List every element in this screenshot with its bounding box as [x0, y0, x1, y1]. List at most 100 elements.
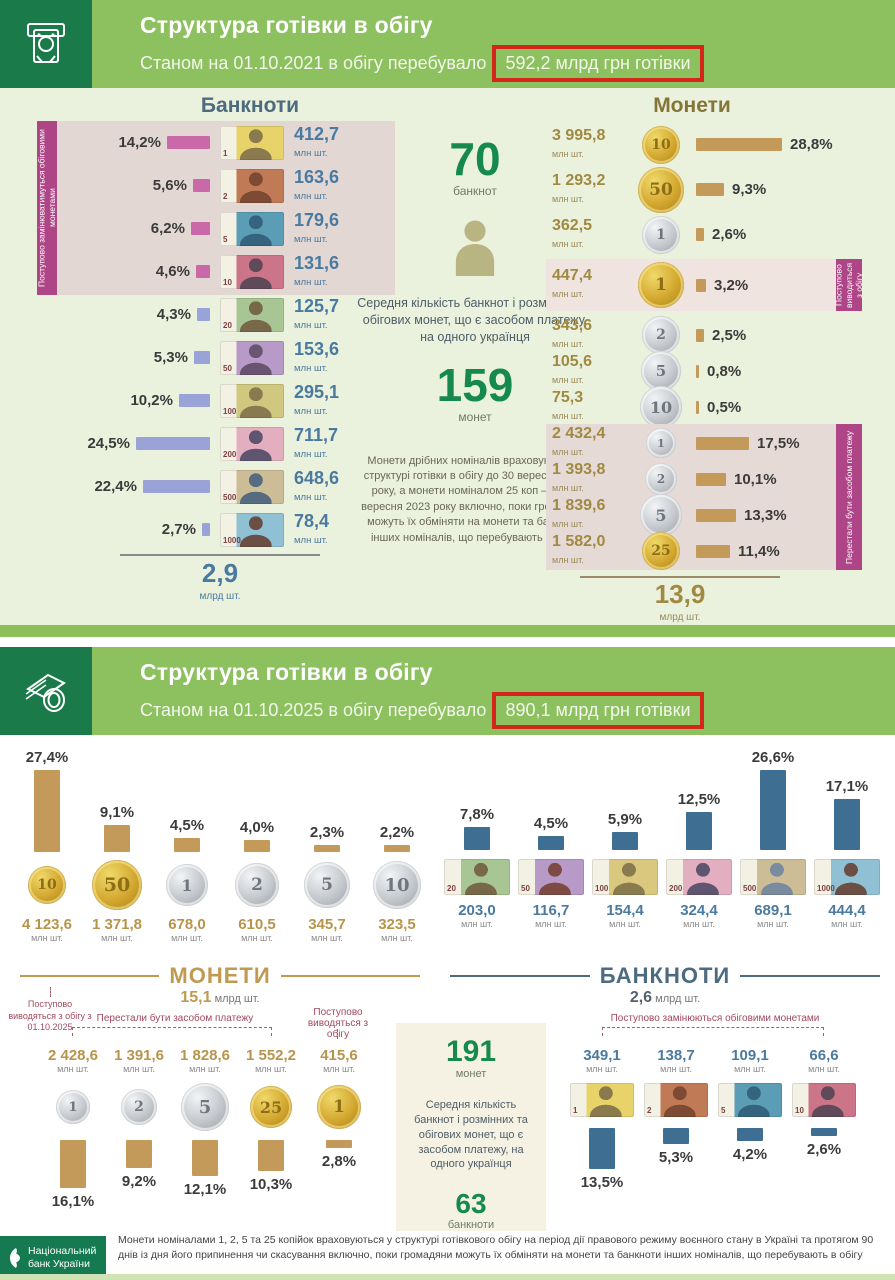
coin-row: 1 839,6 млн шт. 5 13,3% — [552, 494, 836, 536]
withdrawing-label: Поступово виводиться з обігу — [834, 259, 864, 311]
nbu-logo-footer: Національний банк України — [0, 1236, 106, 1280]
bar — [194, 351, 210, 364]
subtitle-2021: Станом на 01.10.2021 в обігу перебувало … — [140, 45, 704, 82]
coin-column: 2 428,6 млн шт. 1 16,1% — [47, 1047, 99, 1210]
bar — [696, 508, 736, 522]
coin-icon: 25 — [642, 532, 680, 570]
coin-icon: 1 — [56, 1090, 90, 1124]
subtitle-2025: Станом на 01.10.2025 в обігу перебувало … — [140, 692, 704, 729]
section-2021: Банкноти Поступово замінюватимуться обіг… — [0, 88, 895, 708]
bar — [696, 544, 730, 558]
bar — [696, 400, 699, 414]
banknote-row: 4,6% 10 131,6 млн шт. — [155, 252, 340, 289]
bar — [34, 770, 60, 852]
coin-icon: 10 — [642, 125, 680, 164]
coin-row: 447,4 млн шт. 1 3,2% — [552, 262, 836, 308]
banknote-column: 17,1% 1000 444,4 млн шт. — [810, 778, 884, 929]
coin-icon: 10 — [28, 866, 66, 904]
coin-row: 362,5 млн шт. 1 2,6% — [552, 212, 844, 257]
banknote-row: 14,2% 1 412,7 млн шт. — [118, 123, 340, 160]
highlighted-amount-2021: 592,2 млрд грн готівки — [492, 45, 704, 82]
bar — [143, 480, 210, 493]
bar — [760, 770, 786, 850]
coin-rows-b: 343,6 млн шт. 2 2,5% 105,6 млн шт. 5 0,8% — [552, 316, 844, 428]
banknote-row: 4,3% 20 125,7 млн шт. — [156, 295, 340, 332]
banknote-rows-replace: 14,2% 1 412,7 млн шт. 5,6% 2 163,6 млн шт.… — [62, 121, 396, 293]
banknote-icon: 50 — [518, 859, 584, 895]
banknote-column: 5,9% 100 154,4 млн шт. — [588, 811, 662, 929]
bar — [696, 436, 749, 450]
coin-icon: 10 — [640, 386, 682, 428]
banknote-row: 5,6% 2 163,6 млн шт. — [152, 166, 340, 203]
coin-row: 343,6 млн шт. 2 2,5% — [552, 316, 844, 354]
coins-title: Монети — [653, 94, 731, 117]
coin-icon: 1 — [638, 262, 684, 308]
replace-banknotes-label: Поступово замінюються обіговими монетами — [610, 1013, 820, 1024]
coins-2025-title: МОНЕТИ — [20, 963, 421, 989]
banknote-row: 6,2% 5 179,6 млн шт. — [150, 209, 340, 246]
banknotes-2025-title: БАНКНОТИ — [450, 963, 880, 989]
banknotes-2025-bottom: 349,1 млн шт. 1 13,5% 138,7 млн шт. 2 5,… — [565, 1043, 861, 1195]
bar — [811, 1128, 837, 1136]
ceased-coins-box: 2 432,4 млн шт. 1 17,5% 1 393,8 млн шт. 2 … — [546, 424, 862, 570]
banknote-column: 109,1 млн шт. 5 4,2% — [713, 1043, 787, 1167]
banknote-icon: 100 — [592, 859, 658, 895]
bar — [696, 328, 704, 342]
withdrawing-coin-box: 447,4 млн шт. 1 3,2% Поступово виводиться… — [546, 259, 864, 311]
replace-group-box: Поступово замінюватимуться обіговими мон… — [36, 121, 395, 295]
bar — [314, 845, 340, 852]
coin-icon: 1 — [317, 1085, 361, 1129]
bar — [686, 812, 712, 850]
banknotes-2025-top: 7,8% 20 203,0 млн шт. 4,5% 50 116,7 млн … — [440, 749, 888, 929]
banknote-column: 12,5% 200 324,4 млн шт. — [662, 791, 736, 929]
banknote-column: 26,6% 500 689,1 млн шт. — [736, 749, 810, 929]
nbu-emblem-icon — [10, 1248, 20, 1268]
bar — [60, 1140, 86, 1188]
banknote-icon: 10 — [792, 1083, 856, 1117]
bar — [193, 179, 210, 192]
banknote-column: 7,8% 20 203,0 млн шт. — [440, 806, 514, 929]
coin-icon: 2 — [642, 316, 680, 354]
section-2025: 27,4% 10 4 123,6 млн шт. 9,1% 50 1 371,8… — [0, 735, 895, 1274]
bar — [696, 228, 704, 241]
bar — [258, 1140, 284, 1171]
coin-icon: 50 — [638, 166, 684, 213]
banknotes-per-capita-2025: 63 — [455, 1188, 487, 1220]
small-coins-note-2021: Монети дрібних номіналів враховуються у … — [361, 454, 589, 544]
coin-row: 1 582,0 млн шт. 25 11,4% — [552, 532, 836, 570]
banknote-row: 10,2% 100 295,1 млн шт. — [130, 381, 340, 418]
coin-column: 2,3% 5 345,7 млн шт. — [292, 824, 362, 943]
coins-total-2021: 13,9 млрд шт. — [580, 576, 780, 625]
header-2025: Структура готівки в обігу Станом на 01.1… — [0, 647, 895, 735]
coin-icon: 50 — [92, 860, 142, 910]
bar — [589, 1128, 615, 1169]
bar — [179, 394, 210, 407]
banknote-column: 349,1 млн шт. 1 13,5% — [565, 1043, 639, 1195]
banknote-icon: 100 — [220, 383, 284, 418]
coin-rows-ceased: 2 432,4 млн шт. 1 17,5% 1 393,8 млн шт. 2 … — [546, 424, 836, 570]
banknote-icon: 1 — [570, 1083, 634, 1117]
coin-column: 1 552,2 млн шт. 25 10,3% — [245, 1047, 297, 1193]
banknote-row: 2,7% 1000 78,4 млн шт. — [161, 510, 330, 547]
banknote-icon: 500 — [220, 469, 284, 504]
coins-per-capita: 159 — [436, 358, 514, 411]
banknote-dispenser-icon — [0, 0, 92, 88]
bar — [696, 472, 726, 486]
banknotes-title: Банкноти — [200, 94, 300, 117]
coin-icon: 1 — [166, 864, 208, 906]
coin-icon: 10 — [373, 861, 421, 909]
bottom-strip — [0, 1274, 895, 1280]
banknote-icon: 200 — [666, 859, 732, 895]
coins-2025-bottom: 2 428,6 млн шт. 1 16,1% 1 391,6 млн шт. … — [40, 1043, 370, 1214]
coin-column: 415,6 млн шт. 1 2,8% — [306, 1043, 372, 1174]
cash-stack-icon — [0, 647, 92, 735]
coins-2021-block: Монети 3 995,8 млн шт. 10 28,8% 1 293,2 мл… — [546, 94, 872, 633]
bar — [464, 827, 490, 850]
coin-row: 1 393,8 млн шт. 2 10,1% — [552, 461, 777, 495]
ceased-bracket — [72, 1027, 272, 1036]
banknotes-2021-block: Банкноти Поступово замінюватимуться обіг… — [0, 88, 440, 625]
coin-icon: 1 — [642, 215, 680, 254]
coin-column: 9,1% 50 1 371,8 млн шт. — [91, 804, 143, 943]
footer-note: Монети номіналами 1, 2, 5 та 25 копійок … — [118, 1234, 874, 1262]
